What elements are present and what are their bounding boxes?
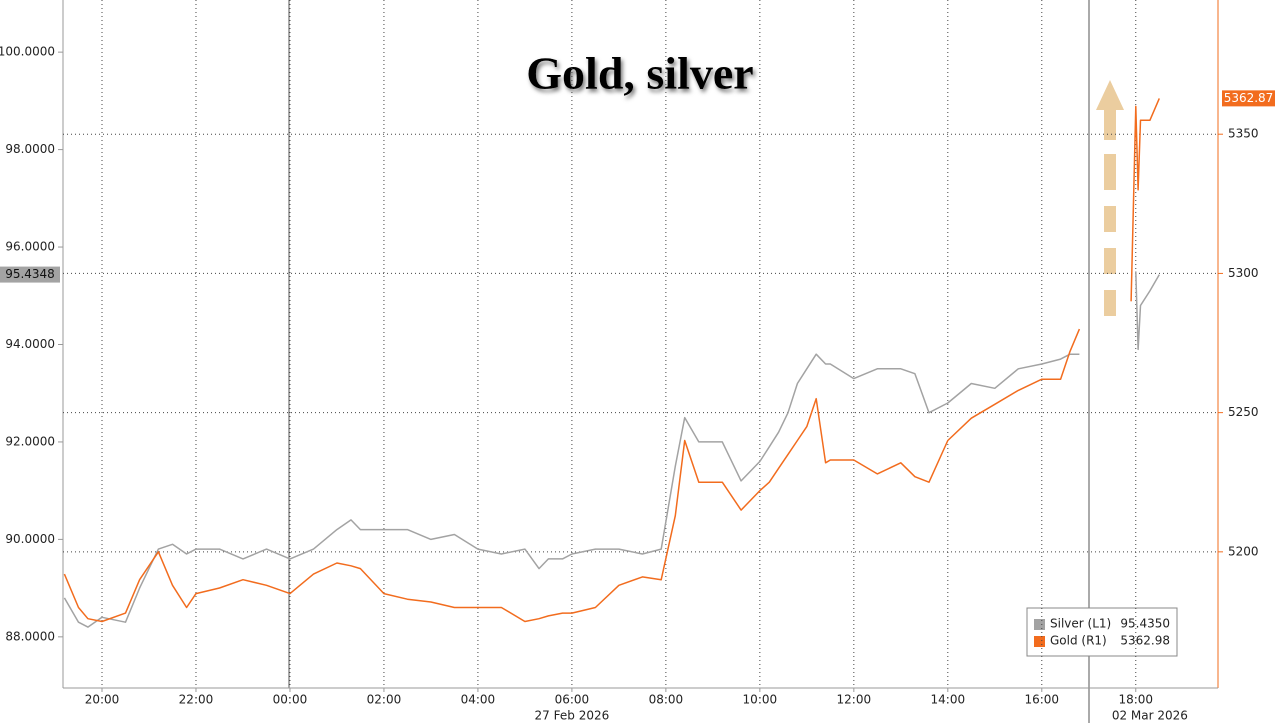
legend-label: Gold (R1)	[1050, 634, 1107, 648]
y-tick-label: 94.0000	[5, 337, 55, 351]
last-value-tag	[1222, 90, 1275, 107]
x-tick-label: 04:00	[461, 693, 496, 707]
x-tick-label: 06:00	[555, 693, 590, 707]
legend-swatch	[1034, 619, 1045, 630]
x-tick-label: 08:00	[649, 693, 684, 707]
y2-tick-label: 5350	[1228, 127, 1259, 141]
y-tick-label: 100.0000	[0, 45, 55, 59]
y2-tick-label: 5200	[1228, 544, 1259, 558]
y-tick-label: 88.0000	[5, 629, 55, 643]
x-tick-label: 22:00	[179, 693, 214, 707]
y-tick-label: 92.0000	[5, 434, 55, 448]
y2-tick-label: 5300	[1228, 266, 1259, 280]
y-tick-label: 98.0000	[5, 142, 55, 156]
last-value-label: 5362.87	[1224, 91, 1274, 105]
x-tick-label: 16:00	[1024, 693, 1059, 707]
line-0	[63, 271, 1160, 628]
legend-label: Silver (L1)	[1050, 617, 1111, 631]
last-value-tag	[0, 266, 60, 283]
x-tick-label: 00:00	[273, 693, 308, 707]
y-tick-label: 90.0000	[5, 532, 55, 546]
y-tick-label: 96.0000	[5, 240, 55, 254]
date-label: 27 Feb 2026	[535, 709, 610, 723]
chart-title: Gold, silver	[526, 48, 753, 99]
x-tick-label: 12:00	[837, 693, 872, 707]
legend-value: 5362.98	[1120, 634, 1170, 648]
y2-tick-label: 5250	[1228, 405, 1259, 419]
last-value-label: 95.4348	[5, 267, 55, 281]
x-tick-label: 02:00	[367, 693, 402, 707]
x-tick-label: 20:00	[85, 693, 120, 707]
legend-swatch	[1034, 636, 1045, 647]
annotation-arrow	[1096, 80, 1124, 316]
date-label: 02 Mar 2026	[1112, 709, 1188, 723]
legend-value: 95.4350	[1120, 617, 1170, 631]
legend: Silver (L1) 95.4350 Gold (R1) 5362.98	[1026, 607, 1178, 657]
x-tick-label: 10:00	[743, 693, 778, 707]
x-tick-label: 14:00	[931, 693, 966, 707]
x-tick-label: 18:00	[1118, 693, 1153, 707]
line-1	[63, 98, 1160, 623]
